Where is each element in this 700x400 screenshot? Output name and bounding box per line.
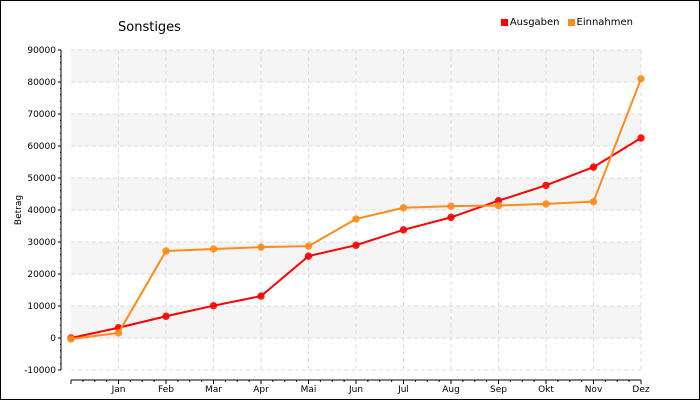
- y-tick-label: 40000: [27, 206, 56, 216]
- y-tick-label: 0: [50, 334, 56, 344]
- x-tick-label: Jul: [397, 385, 409, 395]
- y-tick-label: 50000: [27, 174, 56, 184]
- y-tick-label: -10000: [24, 366, 56, 376]
- y-tick-label: 10000: [27, 302, 56, 312]
- legend-label-ausgaben: Ausgaben: [509, 17, 560, 28]
- data-point-ausgaben: [352, 241, 360, 249]
- y-tick-label: 60000: [27, 142, 56, 152]
- y-tick-label: 30000: [27, 238, 56, 248]
- x-tick-label: Dez: [632, 385, 649, 395]
- x-tick-label: Jan: [111, 385, 126, 395]
- chart-title: Sonstiges: [118, 20, 181, 35]
- y-tick-label: 90000: [27, 46, 56, 56]
- y-tick-label: 20000: [27, 270, 56, 280]
- x-tick-label: Feb: [158, 385, 174, 395]
- y-tick-label: 70000: [27, 110, 56, 120]
- data-point-einnahmen: [447, 202, 455, 210]
- x-tick-label: Jun: [348, 385, 363, 395]
- data-point-einnahmen: [162, 247, 170, 255]
- data-point-ausgaben: [542, 181, 550, 190]
- data-point-einnahmen: [114, 329, 123, 337]
- data-point-ausgaben: [162, 312, 170, 320]
- data-point-einnahmen: [494, 201, 503, 210]
- data-point-ausgaben: [399, 226, 408, 234]
- data-point-einnahmen: [209, 245, 218, 253]
- legend-swatch-ausgaben: [500, 19, 508, 26]
- legend-item-ausgaben: Ausgaben: [500, 17, 560, 28]
- data-point-einnahmen: [589, 197, 598, 206]
- legend-swatch-einnahmen: [567, 19, 575, 26]
- x-tick-label: Mar: [205, 385, 222, 395]
- data-point-einnahmen: [67, 335, 75, 343]
- legend-item-einnahmen: Einnahmen: [567, 17, 633, 28]
- data-point-einnahmen: [637, 75, 645, 83]
- x-tick-label: Aug: [442, 385, 460, 395]
- data-point-ausgaben: [209, 301, 218, 310]
- data-point-ausgaben: [447, 213, 455, 222]
- legend-label-einnahmen: Einnahmen: [576, 17, 633, 28]
- data-point-einnahmen: [304, 242, 313, 250]
- data-point-ausgaben: [637, 134, 645, 142]
- x-tick-label: Sep: [490, 385, 507, 395]
- x-tick-label: Nov: [585, 385, 603, 395]
- x-tick-label: Okt: [538, 385, 554, 395]
- legend: Ausgaben Einnahmen: [500, 17, 633, 28]
- y-tick-label: 80000: [27, 78, 56, 88]
- x-tick-label: Mai: [301, 385, 317, 395]
- data-point-einnahmen: [257, 243, 265, 251]
- data-point-einnahmen: [352, 215, 360, 223]
- data-point-einnahmen: [399, 204, 408, 212]
- data-point-ausgaben: [589, 163, 598, 171]
- data-point-ausgaben: [304, 252, 313, 260]
- y-axis-title: Betrag: [14, 195, 24, 225]
- x-tick-label: Apr: [253, 385, 269, 395]
- data-point-einnahmen: [542, 200, 550, 208]
- data-point-ausgaben: [257, 292, 265, 300]
